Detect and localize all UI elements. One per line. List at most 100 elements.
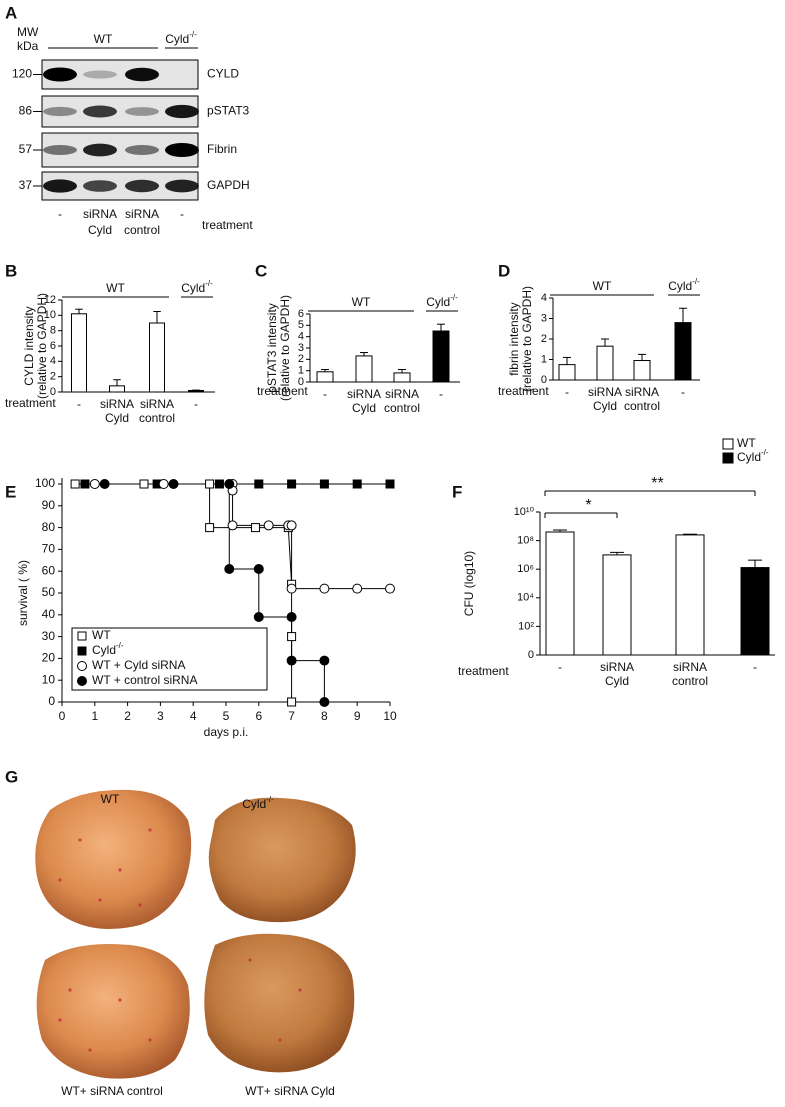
y-tick-label: 0 [48, 694, 55, 708]
marker [319, 697, 330, 707]
x-tick-label: - [753, 660, 757, 674]
panel-label: F [452, 482, 462, 501]
group-label-sup: -/- [692, 277, 700, 286]
marker [287, 632, 297, 642]
marker [224, 479, 235, 489]
x-tick-label: control [384, 401, 420, 415]
y-tick-label: 10² [518, 620, 534, 632]
lesion [78, 838, 82, 842]
y-axis-label: (relative to GAPDH) [35, 293, 49, 399]
bar [596, 345, 614, 381]
marker [89, 479, 100, 489]
row-label: treatment [498, 384, 549, 398]
band [83, 70, 117, 79]
bar [71, 313, 87, 393]
y-tick-label: 10⁸ [517, 535, 534, 547]
y-tick-label: 1 [298, 365, 304, 377]
x-tick-label: 7 [288, 709, 295, 723]
marker [286, 611, 297, 622]
marker [70, 479, 80, 489]
y-tick-label: 1 [541, 353, 547, 365]
lesion [138, 903, 142, 907]
legend-label: WT [92, 628, 111, 642]
protein-label: GAPDH [207, 178, 250, 192]
bar [316, 371, 334, 383]
row-label: treatment [202, 218, 253, 232]
y-tick-label: 12 [44, 294, 56, 306]
y-tick-label: 6 [50, 340, 56, 352]
marker [214, 479, 224, 489]
marker [251, 523, 261, 533]
group-label: WT [593, 279, 612, 293]
liver-wt [35, 789, 192, 929]
mw-label: MW [17, 25, 39, 39]
y-axis-label: survival ( %) [16, 560, 30, 626]
significance-label: ** [651, 475, 663, 492]
legend-swatch [722, 452, 734, 464]
y-tick-label: 5 [298, 319, 304, 331]
legend-label-sup: -/- [116, 641, 124, 650]
band [165, 179, 199, 193]
group-label-sup: -/- [205, 279, 213, 288]
marker [319, 479, 329, 489]
panel-label: G [5, 767, 18, 786]
x-tick-label: siRNA [600, 660, 634, 674]
y-tick-label: 10¹⁰ [514, 506, 535, 518]
y-tick-label: 4 [541, 292, 547, 304]
survival-line [104, 483, 325, 702]
bar [558, 364, 576, 381]
bar [109, 385, 125, 393]
y-tick-label: 60 [42, 563, 56, 577]
photo-caption-sup: -/- [266, 795, 274, 804]
lesion [58, 1018, 62, 1022]
x-tick-label: control [624, 399, 660, 413]
y-tick-label: 20 [42, 651, 56, 665]
x-tick-label: - [681, 385, 685, 399]
bar [740, 567, 770, 656]
row-label: treatment [5, 396, 56, 410]
y-tick-label: 4 [298, 331, 304, 343]
bar [602, 554, 632, 656]
panel-label: E [5, 482, 16, 501]
legend-marker [77, 646, 87, 656]
bar [545, 531, 575, 656]
band [165, 104, 199, 119]
group-label: WT [352, 295, 371, 309]
mw-marker: 86 [19, 104, 33, 118]
band [43, 179, 77, 193]
mw-marker: 37 [19, 178, 33, 192]
x-tick-label: control [139, 411, 175, 425]
band [125, 67, 159, 82]
panel-label: D [498, 261, 510, 280]
protein-label: pSTAT3 [207, 104, 250, 118]
y-tick-label: 100 [35, 476, 55, 490]
protein-label: CYLD [207, 67, 239, 81]
legend-label: WT [737, 436, 756, 450]
bar [432, 330, 450, 383]
band [83, 180, 117, 192]
bar [675, 534, 705, 656]
photo-caption: Cyld [242, 797, 266, 811]
marker [253, 564, 264, 575]
band [43, 67, 77, 82]
liver-cyld [208, 797, 356, 923]
protein-label: Fibrin [207, 142, 237, 156]
lane-label: siRNA [83, 207, 117, 221]
marker [286, 520, 297, 531]
lane-label: - [180, 207, 184, 221]
legend-label-sup: -/- [761, 448, 769, 457]
legend-label: WT + Cyld siRNA [92, 658, 185, 672]
x-tick-label: - [323, 387, 327, 401]
row-label: treatment [257, 384, 308, 398]
row-label: treatment [458, 664, 509, 678]
lane-label: siRNA [125, 207, 159, 221]
marker [80, 479, 90, 489]
x-tick-label: 2 [124, 709, 131, 723]
band [43, 106, 77, 117]
legend-marker [77, 631, 87, 641]
liver-photos [35, 789, 356, 1079]
legend-swatch [722, 438, 734, 450]
y-axis-label: (relative to GAPDH) [520, 286, 534, 392]
